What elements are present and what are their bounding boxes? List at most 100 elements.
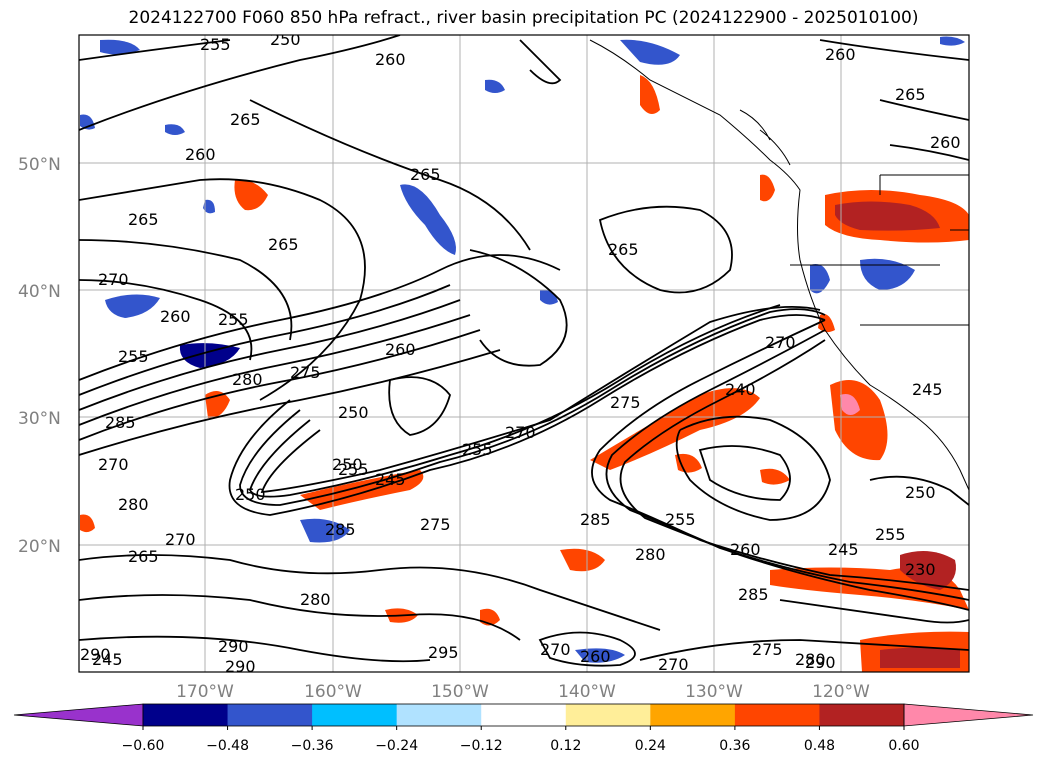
- contour-label: 250: [332, 455, 363, 474]
- contour-label: 260: [160, 307, 191, 326]
- map-title: 2024122700 F060 850 hPa refract., river …: [128, 8, 919, 28]
- contour-label: 260: [580, 647, 611, 666]
- contour-label: 265: [230, 110, 261, 129]
- contour-label: 285: [105, 413, 136, 432]
- contour-label: 265: [268, 235, 299, 254]
- contour-label: 260: [730, 540, 761, 559]
- colorbar-tick-label: −0.60: [122, 738, 165, 754]
- contour-label: 270: [658, 655, 689, 674]
- contour-label: 270: [165, 530, 196, 549]
- colorbar-segment: [396, 704, 482, 726]
- contour-label: 245: [92, 650, 123, 669]
- contour-label: 230: [905, 560, 936, 579]
- contour-label: 275: [290, 363, 321, 382]
- longitude-labels: 170°W 160°W 150°W 140°W 130°W 120°W: [176, 682, 870, 702]
- contour-label: 245: [828, 540, 859, 559]
- contour-label: 250: [235, 485, 266, 504]
- colorbar-segment: [481, 704, 567, 726]
- colorbar-segment: [143, 704, 229, 726]
- colorbar-segment: [565, 704, 651, 726]
- plot-frame: [78, 34, 970, 673]
- contour-label: 275: [610, 393, 641, 412]
- precip-fill-layer: [80, 36, 969, 672]
- contour-label: 240: [725, 380, 756, 399]
- contour-label: 280: [300, 590, 331, 609]
- contour-label: 245: [912, 380, 943, 399]
- contour-label: 255: [218, 310, 249, 329]
- contour-label: 260: [185, 145, 216, 164]
- contour-label: 245: [375, 470, 406, 489]
- colorbar-segment: [312, 704, 398, 726]
- lon-label: 120°W: [812, 682, 870, 702]
- contour-label: 250: [905, 483, 936, 502]
- contour-label: 255: [875, 525, 906, 544]
- contour-label: 290: [80, 645, 111, 664]
- colorbar-segment: [650, 704, 736, 726]
- contour-label: 265: [410, 165, 441, 184]
- lon-label: 150°W: [431, 682, 489, 702]
- latitude-labels: 50°N 40°N 30°N 20°N: [18, 155, 61, 557]
- contour-label: 265: [895, 85, 926, 104]
- colorbar-tick-label: 0.60: [888, 738, 919, 754]
- contour-label: 250: [338, 403, 369, 422]
- contour-label: 290: [225, 657, 256, 676]
- refractivity-contours: [79, 35, 969, 667]
- lat-label: 30°N: [18, 409, 61, 429]
- lon-label: 170°W: [176, 682, 234, 702]
- contour-label: 255: [118, 347, 149, 366]
- contour-label: 260: [385, 340, 416, 359]
- colorbar-tick-label: −0.24: [375, 738, 418, 754]
- contour-label: 285: [738, 585, 769, 604]
- contour-label: 270: [505, 423, 536, 442]
- contour-label: 270: [765, 333, 796, 352]
- contour-label: 260: [375, 50, 406, 69]
- contour-label: 270: [98, 455, 129, 474]
- contour-label: 255: [338, 460, 369, 479]
- contour-label: 265: [608, 240, 639, 259]
- colorbar-tick-label: 0.24: [635, 738, 666, 754]
- contour-label: 270: [98, 270, 129, 289]
- contour-label: 255: [462, 440, 493, 459]
- colorbar-tick-label: −0.12: [460, 738, 503, 754]
- contour-label: 280: [635, 545, 666, 564]
- contour-label: 250: [270, 30, 301, 49]
- contour-label: 265: [128, 547, 159, 566]
- colorbar-tick-label: −0.36: [291, 738, 334, 754]
- contour-label: 275: [420, 515, 451, 534]
- colorbar: [13, 703, 1034, 727]
- contour-label: 270: [540, 640, 571, 659]
- colorbar-frame: [142, 703, 905, 727]
- colorbar-segment: [227, 704, 313, 726]
- contour-label: 290: [218, 637, 249, 656]
- contour-label: 285: [325, 520, 356, 539]
- contour-label: 260: [930, 133, 961, 152]
- colorbar-ticks: −0.60 −0.48 −0.36 −0.24 −0.12 0.12 0.24 0.36 0.4…: [122, 726, 920, 754]
- colorbar-segment: [734, 704, 820, 726]
- contour-label: 255: [200, 35, 231, 54]
- coastlines: [589, 39, 969, 491]
- lon-label: 130°W: [685, 682, 743, 702]
- lat-label: 50°N: [18, 155, 61, 175]
- colorbar-tick-label: 0.12: [550, 738, 581, 754]
- contour-label: 275: [752, 640, 783, 659]
- lat-label: 20°N: [18, 537, 61, 557]
- colorbar-segment: [819, 704, 905, 726]
- contour-label: 260: [825, 45, 856, 64]
- contour-label: 295: [428, 643, 459, 662]
- contour-label: 280: [118, 495, 149, 514]
- lat-label: 40°N: [18, 282, 61, 302]
- colorbar-tick-label: −0.48: [206, 738, 249, 754]
- colorbar-tick-label: 0.36: [719, 738, 750, 754]
- contour-label: 285: [580, 510, 611, 529]
- contour-label: 265: [128, 210, 159, 229]
- colorbar-extend-high: [903, 703, 1034, 727]
- lon-label: 140°W: [558, 682, 616, 702]
- colorbar-extend-low: [13, 703, 144, 727]
- contour-label: 290: [805, 653, 836, 672]
- contour-label: 255: [665, 510, 696, 529]
- contour-label-layer: 255 250 260 260 265 265 260 260 265 265 …: [80, 30, 961, 676]
- colorbar-tick-label: 0.48: [804, 738, 835, 754]
- contour-label: 280: [232, 370, 263, 389]
- lon-label: 160°W: [304, 682, 362, 702]
